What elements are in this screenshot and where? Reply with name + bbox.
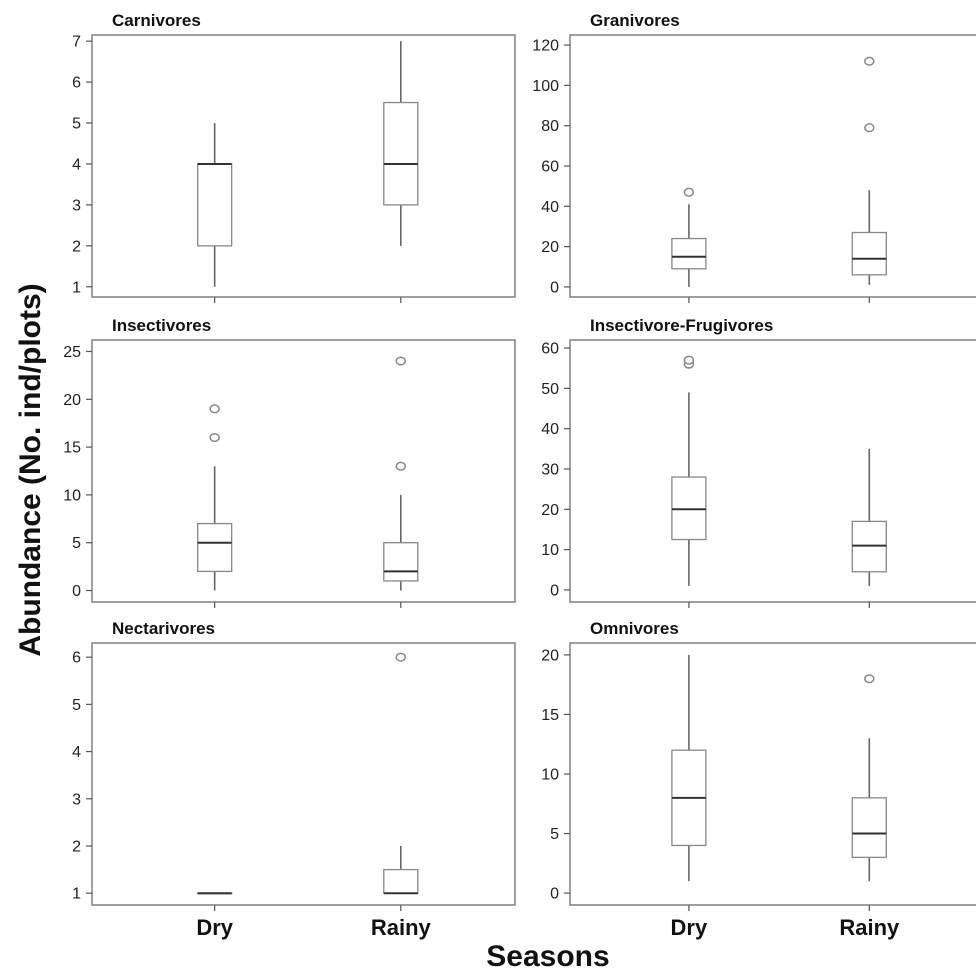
y-tick-label: 7 bbox=[72, 34, 81, 51]
panel-insectivore-frugivores: Insectivore-Frugivores 0 10 20 30 40 50 60 bbox=[541, 316, 976, 608]
y-tick-label: 20 bbox=[541, 239, 559, 256]
outlier-point bbox=[683, 187, 695, 197]
y-tick-label: 0 bbox=[550, 279, 559, 296]
box-dry bbox=[671, 187, 707, 303]
y-tick-label: 60 bbox=[541, 341, 559, 358]
panel-frame bbox=[569, 34, 976, 298]
y-tick-label: 30 bbox=[541, 461, 559, 478]
panel-grid: Carnivores1234567Granivores0204060801001… bbox=[63, 11, 976, 940]
y-tick-label: 15 bbox=[541, 707, 559, 724]
panel-title: Granivores bbox=[590, 11, 680, 30]
y-tick-label: 0 bbox=[72, 583, 81, 600]
panel-title: Insectivores bbox=[112, 316, 211, 335]
y-tick-label: 80 bbox=[541, 118, 559, 135]
y-tick-label: 15 bbox=[63, 440, 81, 457]
y-tick-label: 25 bbox=[63, 344, 81, 361]
outlier-point bbox=[683, 355, 695, 365]
y-tick-label: 0 bbox=[550, 886, 559, 903]
y-tick-label: 1 bbox=[72, 886, 81, 903]
iqr-box bbox=[671, 237, 707, 270]
y-tick-label: 1 bbox=[72, 279, 81, 296]
y-tick-label: 100 bbox=[532, 78, 559, 95]
panel-frame bbox=[91, 34, 516, 298]
box-rainy bbox=[383, 356, 419, 608]
panel-title: Omnivores bbox=[590, 619, 679, 638]
iqr-box bbox=[197, 163, 233, 247]
y-tick-label: 6 bbox=[72, 75, 81, 92]
box-rainy bbox=[383, 652, 419, 911]
box-rainy bbox=[383, 41, 419, 303]
outlier-point bbox=[395, 356, 407, 366]
box-rainy bbox=[851, 56, 887, 303]
y-tick-label: 10 bbox=[63, 487, 81, 504]
box-dry bbox=[671, 654, 707, 911]
panel-insectivores: Insectivores 0 5 10 15 20 25 bbox=[63, 316, 516, 608]
panel-frame bbox=[91, 339, 516, 603]
outlier-point bbox=[395, 461, 407, 471]
x-category-label: Dry bbox=[671, 915, 708, 940]
y-tick-label: 4 bbox=[72, 156, 81, 173]
y-tick-label: 2 bbox=[72, 838, 81, 855]
box-dry bbox=[197, 892, 233, 911]
y-tick-label: 60 bbox=[541, 159, 559, 176]
iqr-box bbox=[671, 476, 707, 541]
box-dry bbox=[197, 123, 233, 303]
box-rainy bbox=[851, 448, 887, 608]
y-tick-label: 5 bbox=[550, 826, 559, 843]
box-rainy bbox=[851, 674, 887, 911]
y-tick-label: 6 bbox=[72, 650, 81, 667]
outlier-point bbox=[864, 123, 875, 133]
y-tick-label: 4 bbox=[72, 744, 81, 761]
outlier-point bbox=[864, 56, 875, 66]
y-tick-label: 3 bbox=[72, 791, 81, 808]
y-tick-label: 5 bbox=[72, 535, 81, 552]
panel-nectarivores: Nectarivores 1 2 3 4 5 6 Dry Rainy bbox=[72, 619, 516, 940]
iqr-box bbox=[197, 522, 233, 573]
iqr-box bbox=[383, 542, 419, 582]
y-tick-label: 5 bbox=[72, 697, 81, 714]
x-category-label: Dry bbox=[196, 915, 233, 940]
iqr-box bbox=[851, 520, 887, 573]
iqr-box bbox=[383, 101, 419, 206]
panel-frame bbox=[91, 642, 516, 906]
y-tick-label: 40 bbox=[541, 421, 559, 438]
y-tick-label: 20 bbox=[541, 502, 559, 519]
x-category-label: Rainy bbox=[839, 915, 900, 940]
box-dry bbox=[671, 355, 707, 608]
y-tick-label: 20 bbox=[63, 392, 81, 409]
y-tick-label: 10 bbox=[541, 542, 559, 559]
outlier-point bbox=[864, 674, 875, 684]
panel-title: Nectarivores bbox=[112, 619, 215, 638]
panel-granivores: Granivores 0 20 40 60 80 100 120 bbox=[532, 11, 976, 303]
panel-carnivores: Carnivores 1 2 3 4 5 6 7 bbox=[72, 11, 516, 303]
panel-title: Insectivore-Frugivores bbox=[590, 316, 773, 335]
iqr-box bbox=[851, 797, 887, 859]
y-tick-label: 3 bbox=[72, 197, 81, 214]
iqr-box bbox=[851, 231, 887, 276]
box-dry bbox=[197, 404, 233, 608]
x-axis-title: Seasons bbox=[486, 940, 609, 973]
panel-frame bbox=[569, 339, 976, 603]
outlier-point bbox=[395, 652, 407, 662]
y-tick-label: 0 bbox=[550, 582, 559, 599]
y-tick-label: 50 bbox=[541, 381, 559, 398]
y-tick-label: 40 bbox=[541, 199, 559, 216]
iqr-box bbox=[383, 868, 419, 894]
y-tick-label: 20 bbox=[541, 647, 559, 664]
panel-title: Carnivores bbox=[112, 11, 201, 30]
y-tick-label: 120 bbox=[532, 38, 559, 55]
y-tick-label: 5 bbox=[72, 116, 81, 133]
y-tick-label: 2 bbox=[72, 238, 81, 255]
outlier-point bbox=[209, 404, 220, 414]
panel-omnivores: Omnivores 0 5 10 15 20 Dry Rainy bbox=[541, 619, 976, 940]
y-tick-label: 10 bbox=[541, 767, 559, 784]
y-axis-title: Abundance (No. ind/plots) bbox=[14, 283, 47, 656]
outlier-point bbox=[209, 432, 220, 443]
x-category-label: Rainy bbox=[371, 915, 432, 940]
panel-frame bbox=[569, 642, 976, 906]
